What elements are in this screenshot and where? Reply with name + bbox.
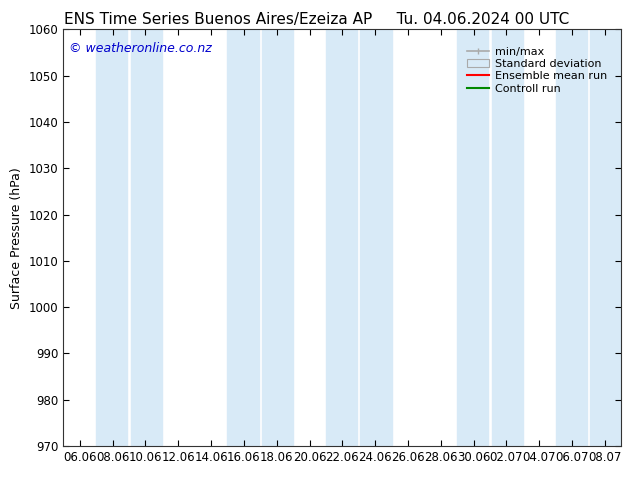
Bar — [492, 29, 523, 446]
Bar — [262, 29, 293, 446]
Bar — [590, 29, 621, 446]
Legend: min/max, Standard deviation, Ensemble mean run, Controll run: min/max, Standard deviation, Ensemble me… — [463, 43, 610, 97]
Text: © weatheronline.co.nz: © weatheronline.co.nz — [69, 42, 212, 55]
Bar — [131, 29, 162, 446]
Text: ENS Time Series Buenos Aires/Ezeiza AP     Tu. 04.06.2024 00 UTC: ENS Time Series Buenos Aires/Ezeiza AP T… — [65, 12, 569, 27]
Bar — [360, 29, 392, 446]
Bar — [96, 29, 127, 446]
Bar — [555, 29, 587, 446]
Bar — [457, 29, 488, 446]
Bar — [326, 29, 357, 446]
Y-axis label: Surface Pressure (hPa): Surface Pressure (hPa) — [10, 167, 23, 309]
Bar — [228, 29, 259, 446]
